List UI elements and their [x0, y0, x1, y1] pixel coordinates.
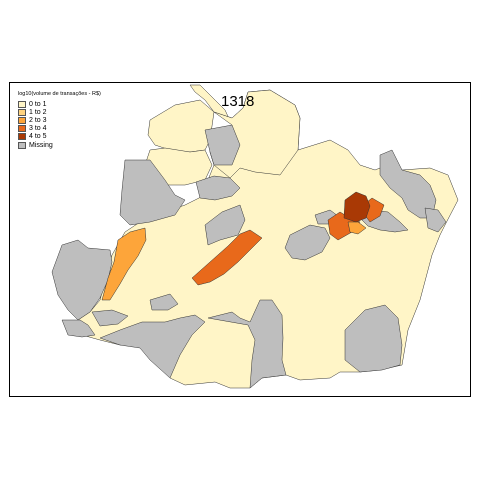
legend-swatch: [18, 141, 26, 149]
legend-title: log10(volume de transações - R$): [18, 91, 101, 97]
legend-label: 1 to 2: [29, 108, 47, 116]
region-missing-middle: [284, 224, 331, 261]
legend-item: 2 to 3: [18, 116, 101, 124]
region-3to4-center: [191, 229, 263, 286]
region-missing-northwest: [119, 159, 186, 226]
legend-item: 0 to 1: [18, 100, 101, 108]
region-missing-center: [204, 204, 246, 246]
legend-swatch: [18, 125, 26, 133]
region-missing-south-right: [207, 299, 287, 389]
legend-label: Missing: [29, 141, 53, 149]
map-title: 1318: [221, 93, 255, 110]
legend-label: 4 to 5: [29, 133, 47, 141]
legend-swatch: [18, 116, 26, 124]
region-northwest-1: [147, 99, 215, 153]
region-4to5-east: [343, 191, 371, 223]
legend-label: 0 to 1: [29, 100, 47, 108]
region-missing-southeast: [344, 304, 403, 373]
region-missing-southwest-1: [61, 319, 96, 338]
region-missing-south-center: [99, 314, 206, 379]
region-missing-small-1: [149, 293, 179, 311]
legend-item: Missing: [18, 141, 101, 149]
legend-item: 4 to 5: [18, 133, 101, 141]
legend-swatch: [18, 100, 26, 108]
legend-item: 1 to 2: [18, 108, 101, 116]
region-missing-southwest-2: [91, 309, 129, 327]
region-missing-north: [204, 124, 241, 166]
region-missing-center-north: [195, 175, 241, 201]
legend-swatch: [18, 133, 26, 141]
region-missing-east-small: [424, 207, 447, 233]
legend-swatch: [18, 108, 26, 116]
region-missing-west: [51, 239, 113, 321]
legend: log10(volume de transações - R$) 0 to 1 …: [18, 91, 101, 149]
region-2to3-west: [101, 227, 147, 301]
legend-item: 3 to 4: [18, 125, 101, 133]
legend-label: 3 to 4: [29, 125, 47, 133]
legend-label: 2 to 3: [29, 116, 47, 124]
